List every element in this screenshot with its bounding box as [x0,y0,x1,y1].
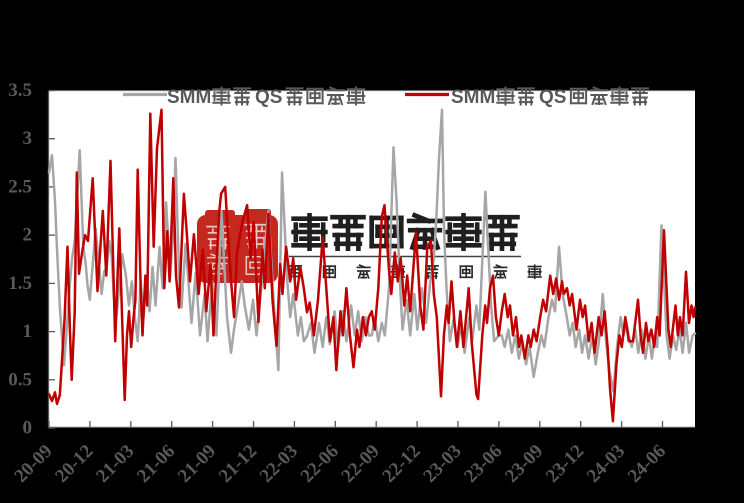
svg-text:SMM: SMM [167,87,211,108]
svg-text:2: 2 [23,225,33,246]
svg-text:2.5: 2.5 [8,176,32,197]
svg-text:0: 0 [23,418,33,439]
svg-text:QS: QS [255,87,282,108]
svg-text:3: 3 [23,128,33,149]
svg-text:QS: QS [539,87,566,108]
svg-text:SMM: SMM [451,87,495,108]
svg-text:1: 1 [23,321,33,342]
svg-text:3.5: 3.5 [8,80,32,101]
svg-text:1.5: 1.5 [8,273,32,294]
svg-text:0.5: 0.5 [8,369,32,390]
